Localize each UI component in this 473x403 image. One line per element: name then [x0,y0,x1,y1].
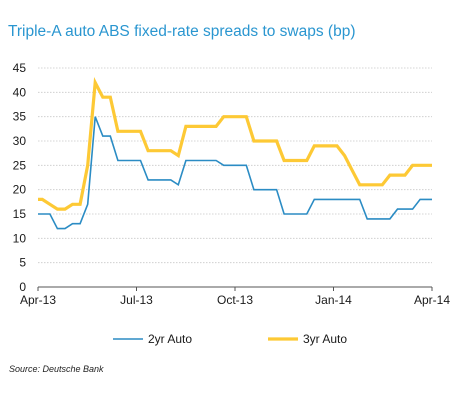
y-tick-label: 15 [13,207,27,221]
y-tick-label: 40 [13,85,27,99]
y-tick-label: 10 [13,231,27,245]
y-axis: 0 5 10 15 20 25 30 35 40 45 [13,61,27,294]
y-tick-label: 35 [13,110,27,124]
y-tick-label: 25 [13,158,27,172]
series-line-2yr-auto [38,116,432,230]
series-lines [38,77,432,230]
x-tick-label: Apr-13 [20,293,56,307]
x-tick-label: Apr-14 [414,293,450,307]
legend-label: 2yr Auto [148,332,192,346]
x-axis: Apr-13 Jul-13 Oct-13 Jan-14 Apr-14 [20,286,450,307]
grid-lines [38,67,432,264]
x-tick-label: Jul-13 [120,293,153,307]
y-tick-label: 20 [13,183,27,197]
legend: 2yr Auto 3yr Auto [113,332,347,346]
legend-label: 3yr Auto [303,332,347,346]
source-note: Source: Deutsche Bank [9,364,104,374]
y-tick-label: 5 [19,256,26,270]
chart-title: Triple-A auto ABS fixed-rate spreads to … [8,23,356,40]
x-tick-label: Jan-14 [315,293,352,307]
x-tick-label: Oct-13 [217,293,253,307]
y-tick-label: 0 [19,280,26,294]
series-line-3yr-auto [38,77,432,211]
y-tick-label: 30 [13,134,27,148]
y-tick-label: 45 [13,61,27,75]
